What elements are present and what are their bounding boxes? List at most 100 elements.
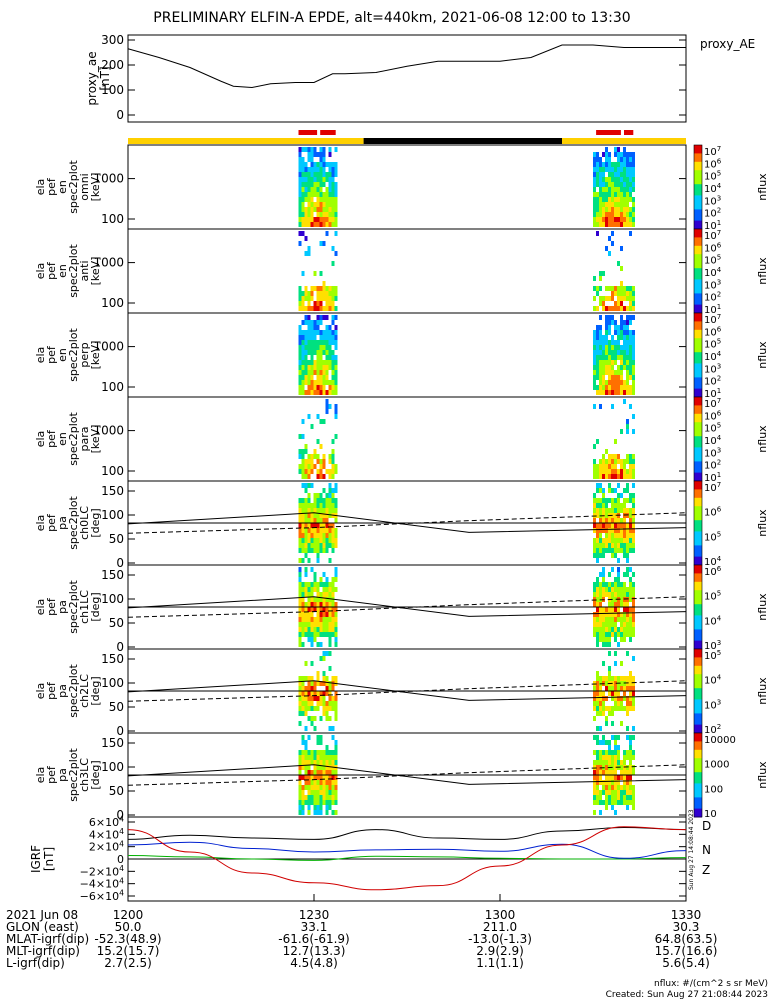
colorbar-swatch xyxy=(694,327,702,331)
spectrogram-cell xyxy=(614,800,617,805)
spectrogram-cell xyxy=(629,152,632,157)
colorbar-swatch xyxy=(694,458,702,462)
ephemeris-row-label: MLAT-igrf(dip) xyxy=(6,932,89,946)
spectrogram-cell xyxy=(599,523,602,528)
spectrogram-cell xyxy=(629,177,632,182)
spectrogram-cell xyxy=(298,380,302,385)
spectrogram-cell xyxy=(632,770,635,775)
spectrogram-cell xyxy=(328,469,332,474)
spectrogram-cell xyxy=(310,330,314,335)
spectrogram-cell xyxy=(626,187,629,192)
spectrogram-cell xyxy=(325,775,329,780)
spectrogram-cell xyxy=(614,503,617,508)
spectrogram-cell xyxy=(325,800,329,805)
colorbar-swatch xyxy=(694,705,702,709)
spectrogram-cell xyxy=(334,192,338,197)
spectrogram-cell xyxy=(313,582,317,587)
colorbar-label: nflux xyxy=(756,761,769,789)
spectrogram-cell xyxy=(626,454,629,459)
spectrogram-cell xyxy=(325,785,329,790)
spectrogram-cell xyxy=(322,508,326,513)
spectrogram-cell xyxy=(325,513,329,518)
spectrogram-cell xyxy=(614,745,617,750)
spectrogram-cell xyxy=(596,375,599,380)
spectrogram-cell xyxy=(325,523,329,528)
spectrogram-cell xyxy=(304,765,308,770)
colorbar-swatch xyxy=(694,713,702,717)
spectrogram-cell xyxy=(608,454,611,459)
spectrogram-cell xyxy=(608,582,611,587)
colorbar-tick-label: 105 xyxy=(704,530,721,543)
spectrogram-cell xyxy=(298,157,302,162)
spectrogram-cell xyxy=(596,548,599,553)
spectrogram-cell xyxy=(301,162,305,167)
spectrogram-cell xyxy=(322,281,326,286)
spectrogram-cell xyxy=(602,335,605,340)
spectrogram-cell xyxy=(334,790,338,795)
spectrogram-cell xyxy=(298,582,302,587)
spectrogram-cell xyxy=(605,800,608,805)
spectrogram-cell xyxy=(605,503,608,508)
colorbar-swatch xyxy=(694,380,702,384)
spectrogram-cell xyxy=(307,602,311,607)
spectrogram-cell xyxy=(611,498,614,503)
spectrogram-cell xyxy=(614,735,617,740)
spectrogram-cell xyxy=(629,691,632,696)
spectrogram-cell xyxy=(617,518,620,523)
colorbar-swatch xyxy=(694,492,702,496)
spectrogram-cell xyxy=(620,681,623,686)
y-axis-label: elapefenspec2plotanti[keV] xyxy=(34,244,102,298)
spectrogram-cell xyxy=(611,538,614,543)
spectrogram-cell xyxy=(614,152,617,157)
colorbar-swatch xyxy=(694,584,702,588)
spectrogram-cell xyxy=(334,607,338,612)
spectrogram-cell xyxy=(626,735,629,740)
colorbar-swatch xyxy=(694,509,702,513)
colorbar-swatch xyxy=(694,632,702,636)
spectrogram-cell xyxy=(301,587,305,592)
spectrogram-cell xyxy=(605,162,608,167)
spectrogram-cell xyxy=(307,785,311,790)
spectrogram-cell xyxy=(313,810,317,815)
spectrogram-cell xyxy=(325,207,329,212)
spectrogram-cell xyxy=(331,212,335,217)
spectrogram-cell xyxy=(313,172,317,177)
spectrogram-cell xyxy=(593,306,596,311)
spectrogram-cell xyxy=(301,182,305,187)
spectrogram-cell xyxy=(596,642,599,647)
spectrogram-cell xyxy=(319,419,323,424)
spectrogram-cell xyxy=(319,656,323,661)
colorbar-swatch xyxy=(694,329,702,334)
spectrogram-cell xyxy=(617,642,620,647)
colorbar-swatch xyxy=(694,402,702,406)
spectrogram-cell xyxy=(605,775,608,780)
spectrogram-cell xyxy=(629,567,632,572)
spectrogram-cell xyxy=(596,330,599,335)
spectrogram-cell xyxy=(632,365,635,370)
spectrogram-cell xyxy=(599,202,602,207)
spectrogram-cell xyxy=(602,469,605,474)
spectrogram-cell xyxy=(611,315,614,320)
proxy-ae-line xyxy=(127,44,686,89)
y-tick-label: 150 xyxy=(101,568,124,582)
colorbar-tick-label: 105 xyxy=(704,590,721,603)
spectrogram-cell xyxy=(617,469,620,474)
spectrogram-cell xyxy=(313,182,317,187)
spectrogram-cell xyxy=(307,592,311,597)
spectrogram-cell xyxy=(602,592,605,597)
spectrogram-cell xyxy=(623,207,626,212)
spectrogram-cell xyxy=(605,464,608,469)
spectrogram-cell xyxy=(304,449,308,454)
spectrogram-cell xyxy=(325,508,329,513)
spectrogram-cell xyxy=(620,632,623,637)
spectrogram-cell xyxy=(608,617,611,622)
spectrogram-cell xyxy=(632,785,635,790)
spectrogram-cell xyxy=(301,533,305,538)
spectrogram-cell xyxy=(617,182,620,187)
spectrogram-cell xyxy=(593,602,596,607)
spectrogram-cell xyxy=(310,385,314,390)
spectrogram-cell xyxy=(298,780,302,785)
spectrogram-cell xyxy=(626,429,629,434)
spectrogram-cell xyxy=(307,805,311,810)
spectrogram-cell xyxy=(316,760,320,765)
